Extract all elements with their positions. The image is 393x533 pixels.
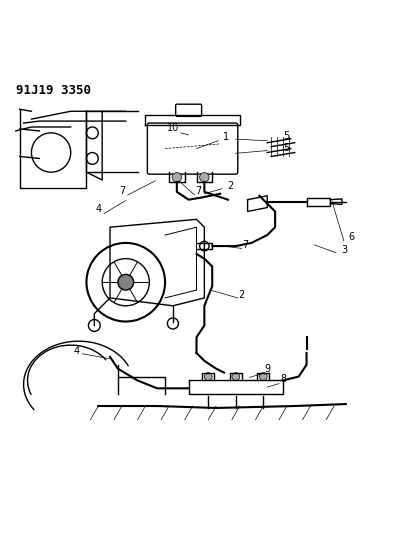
Text: 4: 4	[73, 346, 80, 356]
Circle shape	[232, 373, 240, 381]
Circle shape	[259, 373, 267, 381]
Circle shape	[200, 173, 209, 182]
Text: 7: 7	[195, 186, 202, 196]
FancyBboxPatch shape	[176, 104, 202, 116]
Text: 5: 5	[283, 142, 289, 152]
Text: 7: 7	[119, 186, 125, 196]
Text: 91J19 3350: 91J19 3350	[16, 84, 91, 97]
Text: 6: 6	[349, 232, 355, 242]
Text: 5: 5	[283, 131, 289, 141]
Circle shape	[172, 173, 182, 182]
Text: 2: 2	[227, 181, 233, 191]
Text: 7: 7	[242, 240, 249, 251]
Text: 8: 8	[280, 375, 286, 384]
Text: 2: 2	[239, 290, 245, 300]
Text: 4: 4	[95, 204, 101, 214]
Circle shape	[204, 373, 212, 381]
Circle shape	[118, 274, 134, 290]
Text: 10: 10	[167, 123, 179, 133]
Text: 3: 3	[341, 245, 347, 255]
Text: 1: 1	[223, 132, 229, 142]
Text: 9: 9	[264, 364, 270, 374]
FancyBboxPatch shape	[147, 123, 238, 174]
